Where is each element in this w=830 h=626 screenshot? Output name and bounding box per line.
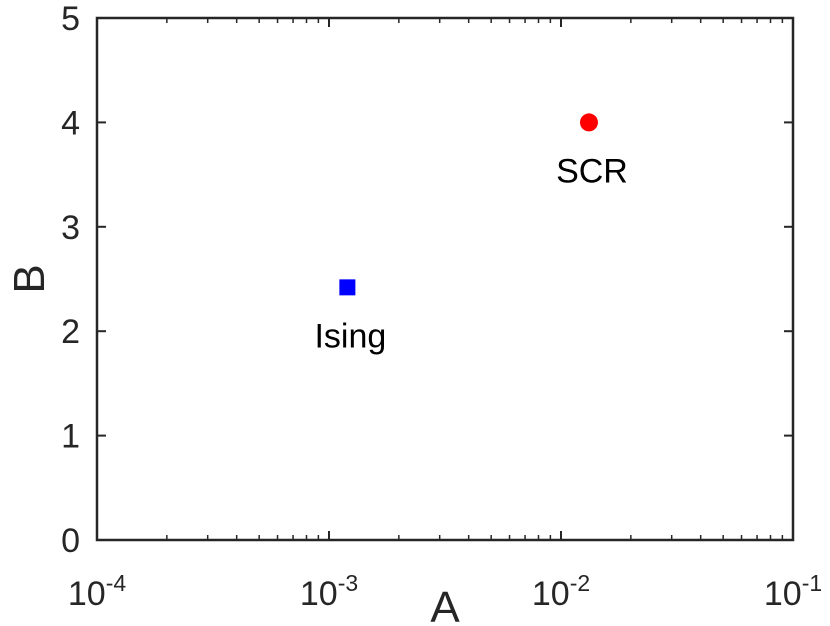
point-scr [579, 113, 598, 132]
x-tick-label: 10-2 [532, 570, 590, 613]
point-label-scr: SCR [556, 152, 628, 190]
y-axis-label: B [5, 264, 54, 293]
ticks-layer [96, 17, 794, 541]
y-tick-label: 5 [61, 0, 80, 38]
marks-layer [339, 113, 598, 296]
y-tick-label: 0 [61, 522, 80, 560]
y-tick-label: 3 [61, 209, 80, 247]
y-tick-label: 4 [61, 104, 80, 142]
y-tick-label: 1 [61, 418, 80, 456]
x-tick-label: 10-4 [68, 570, 126, 613]
x-axis-label: A [430, 583, 460, 626]
y-tick-label: 2 [61, 313, 80, 351]
labels-layer: 10-4 10-3 10-2 10-1 0 1 2 3 4 5 Ising SCR [61, 0, 822, 613]
point-label-ising: Ising [314, 317, 386, 355]
point-ising [339, 279, 356, 296]
x-tick-label: 10-1 [764, 570, 822, 613]
plot-frame [95, 16, 795, 542]
x-tick-label: 10-3 [300, 570, 358, 613]
